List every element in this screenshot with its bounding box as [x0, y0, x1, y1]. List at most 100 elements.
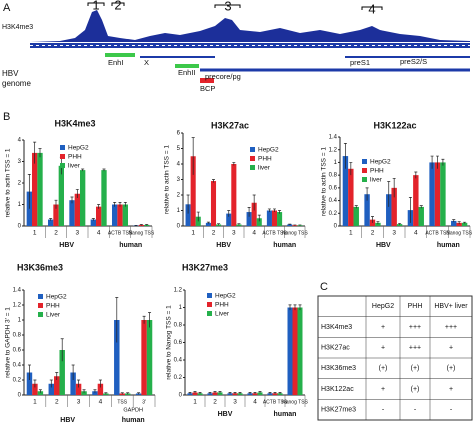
x-tick-label: 2	[213, 399, 217, 406]
bar	[122, 204, 128, 226]
x-tick-label: 4	[253, 399, 257, 406]
feature-label: EnhII	[178, 68, 196, 77]
error-bar	[206, 221, 210, 224]
bar	[90, 219, 96, 226]
error-bar	[273, 208, 276, 213]
legend-swatch	[60, 163, 65, 168]
error-bar	[120, 392, 124, 395]
y-axis-label: relative to actin TSS = 1	[5, 148, 12, 217]
panel-label: B	[3, 111, 10, 123]
bar	[257, 392, 263, 395]
x-tick-label: TSS	[117, 399, 127, 405]
error-bar	[118, 202, 122, 207]
bar	[353, 206, 359, 226]
error-bar	[212, 179, 215, 183]
bar	[297, 307, 303, 395]
error-bar	[278, 210, 282, 214]
legend-label: PHH	[258, 156, 272, 163]
table-cell: (+)	[379, 365, 388, 372]
bar	[287, 307, 293, 395]
legend-label: Liver	[46, 312, 61, 319]
legend-swatch	[250, 165, 255, 170]
bar	[69, 200, 75, 226]
y-axis-label: relative to Nanog TSS = 1	[166, 305, 173, 380]
y-tick-label: 0.6	[329, 185, 338, 191]
legend-swatch	[362, 177, 367, 182]
error-bar	[343, 143, 347, 169]
error-bar	[233, 392, 237, 395]
legend-swatch	[38, 294, 43, 299]
group-label: HBV	[218, 411, 233, 418]
bar	[287, 224, 293, 226]
y-tick-label: 0.4	[174, 358, 183, 364]
error-bar	[365, 187, 369, 201]
error-bar	[49, 218, 53, 221]
table-cell: +	[381, 324, 385, 331]
table-cell: (+)	[447, 365, 456, 372]
error-bar	[218, 391, 222, 394]
error-bar	[414, 171, 418, 179]
bar	[292, 225, 298, 226]
error-bar	[148, 312, 152, 328]
error-bar	[55, 372, 59, 380]
bar	[413, 175, 419, 226]
feature-label: preS1	[350, 58, 370, 67]
table-cell: +++	[409, 324, 421, 331]
table-cell: +	[449, 345, 453, 352]
bar	[266, 210, 272, 226]
chart-title: H3K27me3	[182, 262, 228, 272]
bar	[429, 162, 435, 226]
row-header: H3K4me3	[321, 324, 352, 331]
error-bar	[419, 205, 423, 209]
bar	[271, 210, 278, 226]
bar	[190, 156, 196, 226]
x-tick-label: 3	[232, 230, 236, 237]
error-bar	[293, 304, 297, 311]
genome-label: genome	[2, 79, 31, 88]
x-tick-label: ACTB TSS	[108, 230, 133, 236]
error-bar	[298, 304, 302, 311]
y-tick-label: 0.8	[329, 173, 338, 179]
y-tick-label: 1.2	[329, 147, 338, 153]
bar	[74, 193, 80, 226]
error-bar	[27, 174, 31, 209]
bar	[48, 219, 54, 226]
x-tick-label: 3	[392, 230, 396, 237]
bar	[185, 204, 191, 226]
error-bar	[298, 224, 302, 226]
error-bar	[70, 196, 74, 204]
error-bar	[188, 392, 192, 395]
bar	[141, 320, 147, 395]
legend-label: PHH	[46, 303, 60, 310]
region-label: 4	[368, 1, 375, 16]
legend-swatch	[38, 303, 43, 308]
error-bar	[145, 224, 149, 226]
y-tick-label: 0	[177, 224, 181, 230]
x-tick-label: Nanog TSS	[282, 230, 308, 236]
bar	[246, 212, 252, 226]
error-bar	[441, 158, 445, 166]
bar	[114, 320, 120, 395]
error-bar	[38, 148, 42, 158]
y-tick-label: 1.2	[13, 303, 22, 309]
error-bar	[137, 392, 141, 395]
legend-swatch	[362, 168, 367, 173]
error-bar	[217, 223, 221, 226]
error-bar	[49, 379, 53, 388]
x-tick-label: 1	[349, 230, 353, 237]
bar	[348, 168, 354, 226]
y-tick-label: 0	[18, 393, 22, 399]
error-bar	[232, 162, 236, 166]
group-label: HBV	[60, 417, 75, 424]
bar	[138, 224, 144, 226]
bar	[451, 220, 457, 226]
group-label: human	[274, 411, 297, 418]
feature-label: BCP	[200, 84, 215, 93]
y-tick-label: 6	[177, 131, 181, 137]
group-label: human	[437, 242, 460, 249]
y-axis-label: relative to GAPDH 3' = 1	[5, 307, 12, 378]
bar	[297, 225, 303, 226]
legend-label: HepG2	[370, 159, 391, 166]
error-bar	[237, 223, 241, 226]
panel-label: A	[3, 2, 11, 14]
